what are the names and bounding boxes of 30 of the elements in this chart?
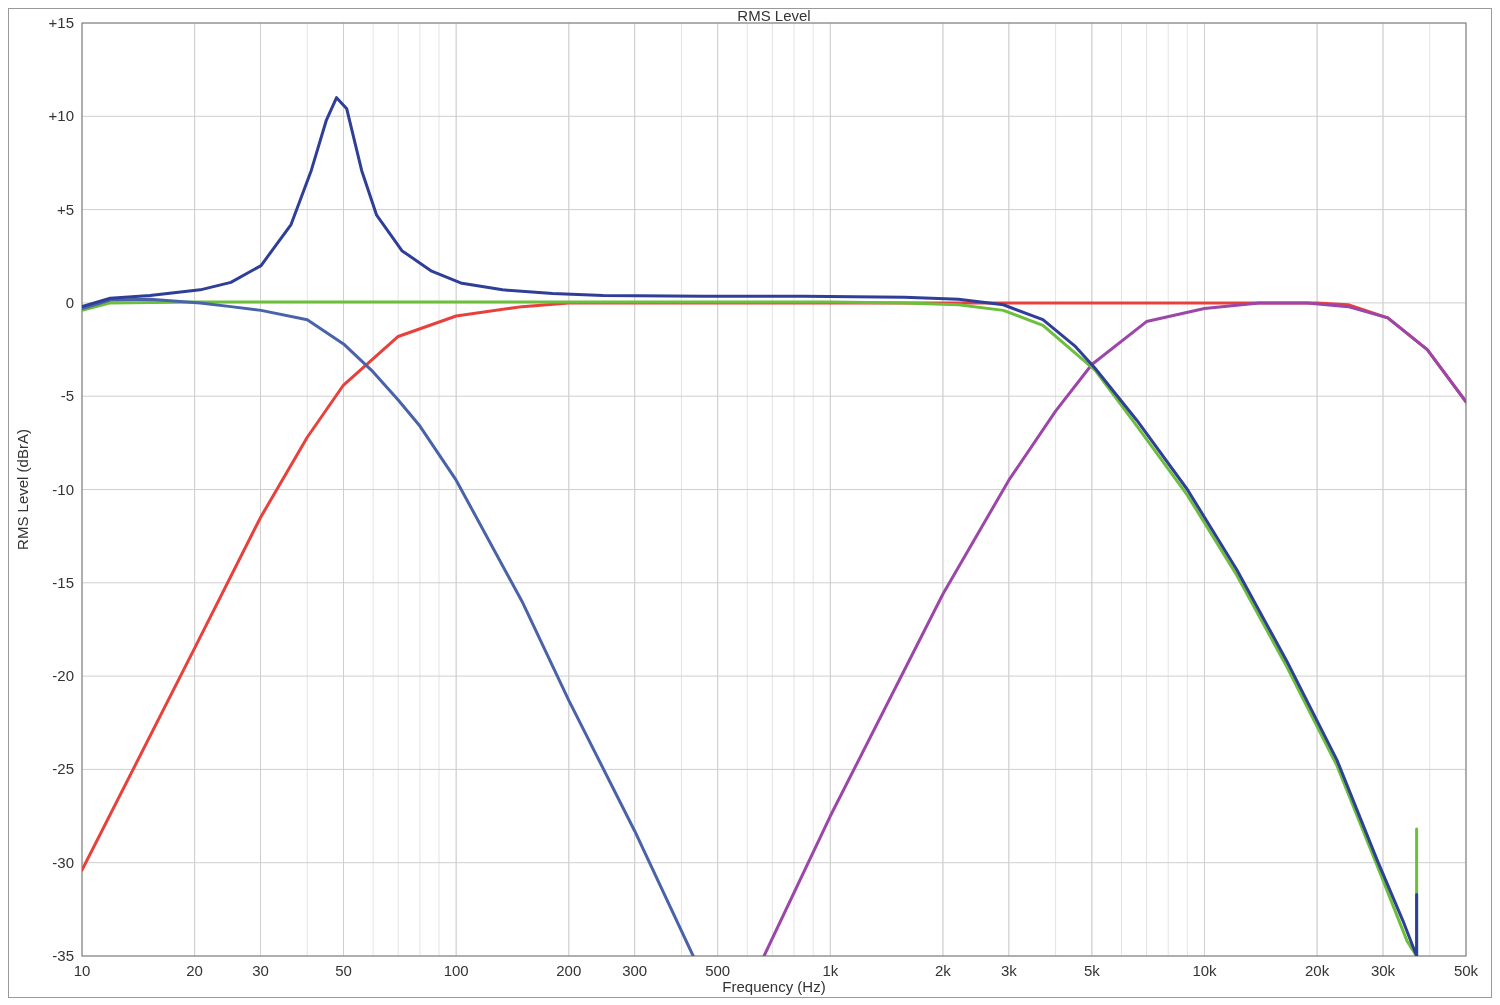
x-tick-label: 300 <box>622 962 648 979</box>
x-tick-label: 10 <box>73 962 91 979</box>
y-tick-label: -15 <box>52 573 74 591</box>
y-tick-label: 0 <box>65 293 74 311</box>
y-tick-label: +10 <box>48 107 74 125</box>
x-tick-label: 100 <box>443 962 469 979</box>
y-tick-label: -20 <box>52 667 74 685</box>
y-tick-label: +5 <box>56 200 74 218</box>
x-tick-label: 5k <box>1083 962 1101 979</box>
chart-title: RMS Level <box>737 7 811 24</box>
y-tick-label: -25 <box>52 760 74 778</box>
x-tick-label: 50k <box>1453 962 1479 979</box>
y-axis-title: RMS Level (dBrA) <box>14 429 31 550</box>
x-tick-label: 50 <box>335 962 352 979</box>
y-tick-label: -10 <box>52 480 74 498</box>
x-tick-label: 2k <box>935 962 952 979</box>
x-axis-title: Frequency (Hz) <box>722 978 826 995</box>
x-tick-label: 20 <box>186 962 203 979</box>
x-tick-label: 3k <box>1000 962 1018 979</box>
x-tick-label: 30k <box>1370 962 1396 979</box>
y-tick-label: -35 <box>52 947 74 964</box>
x-tick-label: 30 <box>252 962 269 979</box>
x-tick-label: 500 <box>705 962 731 979</box>
x-tick-label: 1k <box>822 962 839 979</box>
y-tick-label: -5 <box>60 387 74 405</box>
y-tick-label: -30 <box>52 853 74 871</box>
x-tick-label: 200 <box>556 962 582 979</box>
y-tick-label: +15 <box>48 14 74 31</box>
x-tick-label: 10k <box>1192 962 1218 979</box>
x-tick-label: 20k <box>1305 962 1330 979</box>
